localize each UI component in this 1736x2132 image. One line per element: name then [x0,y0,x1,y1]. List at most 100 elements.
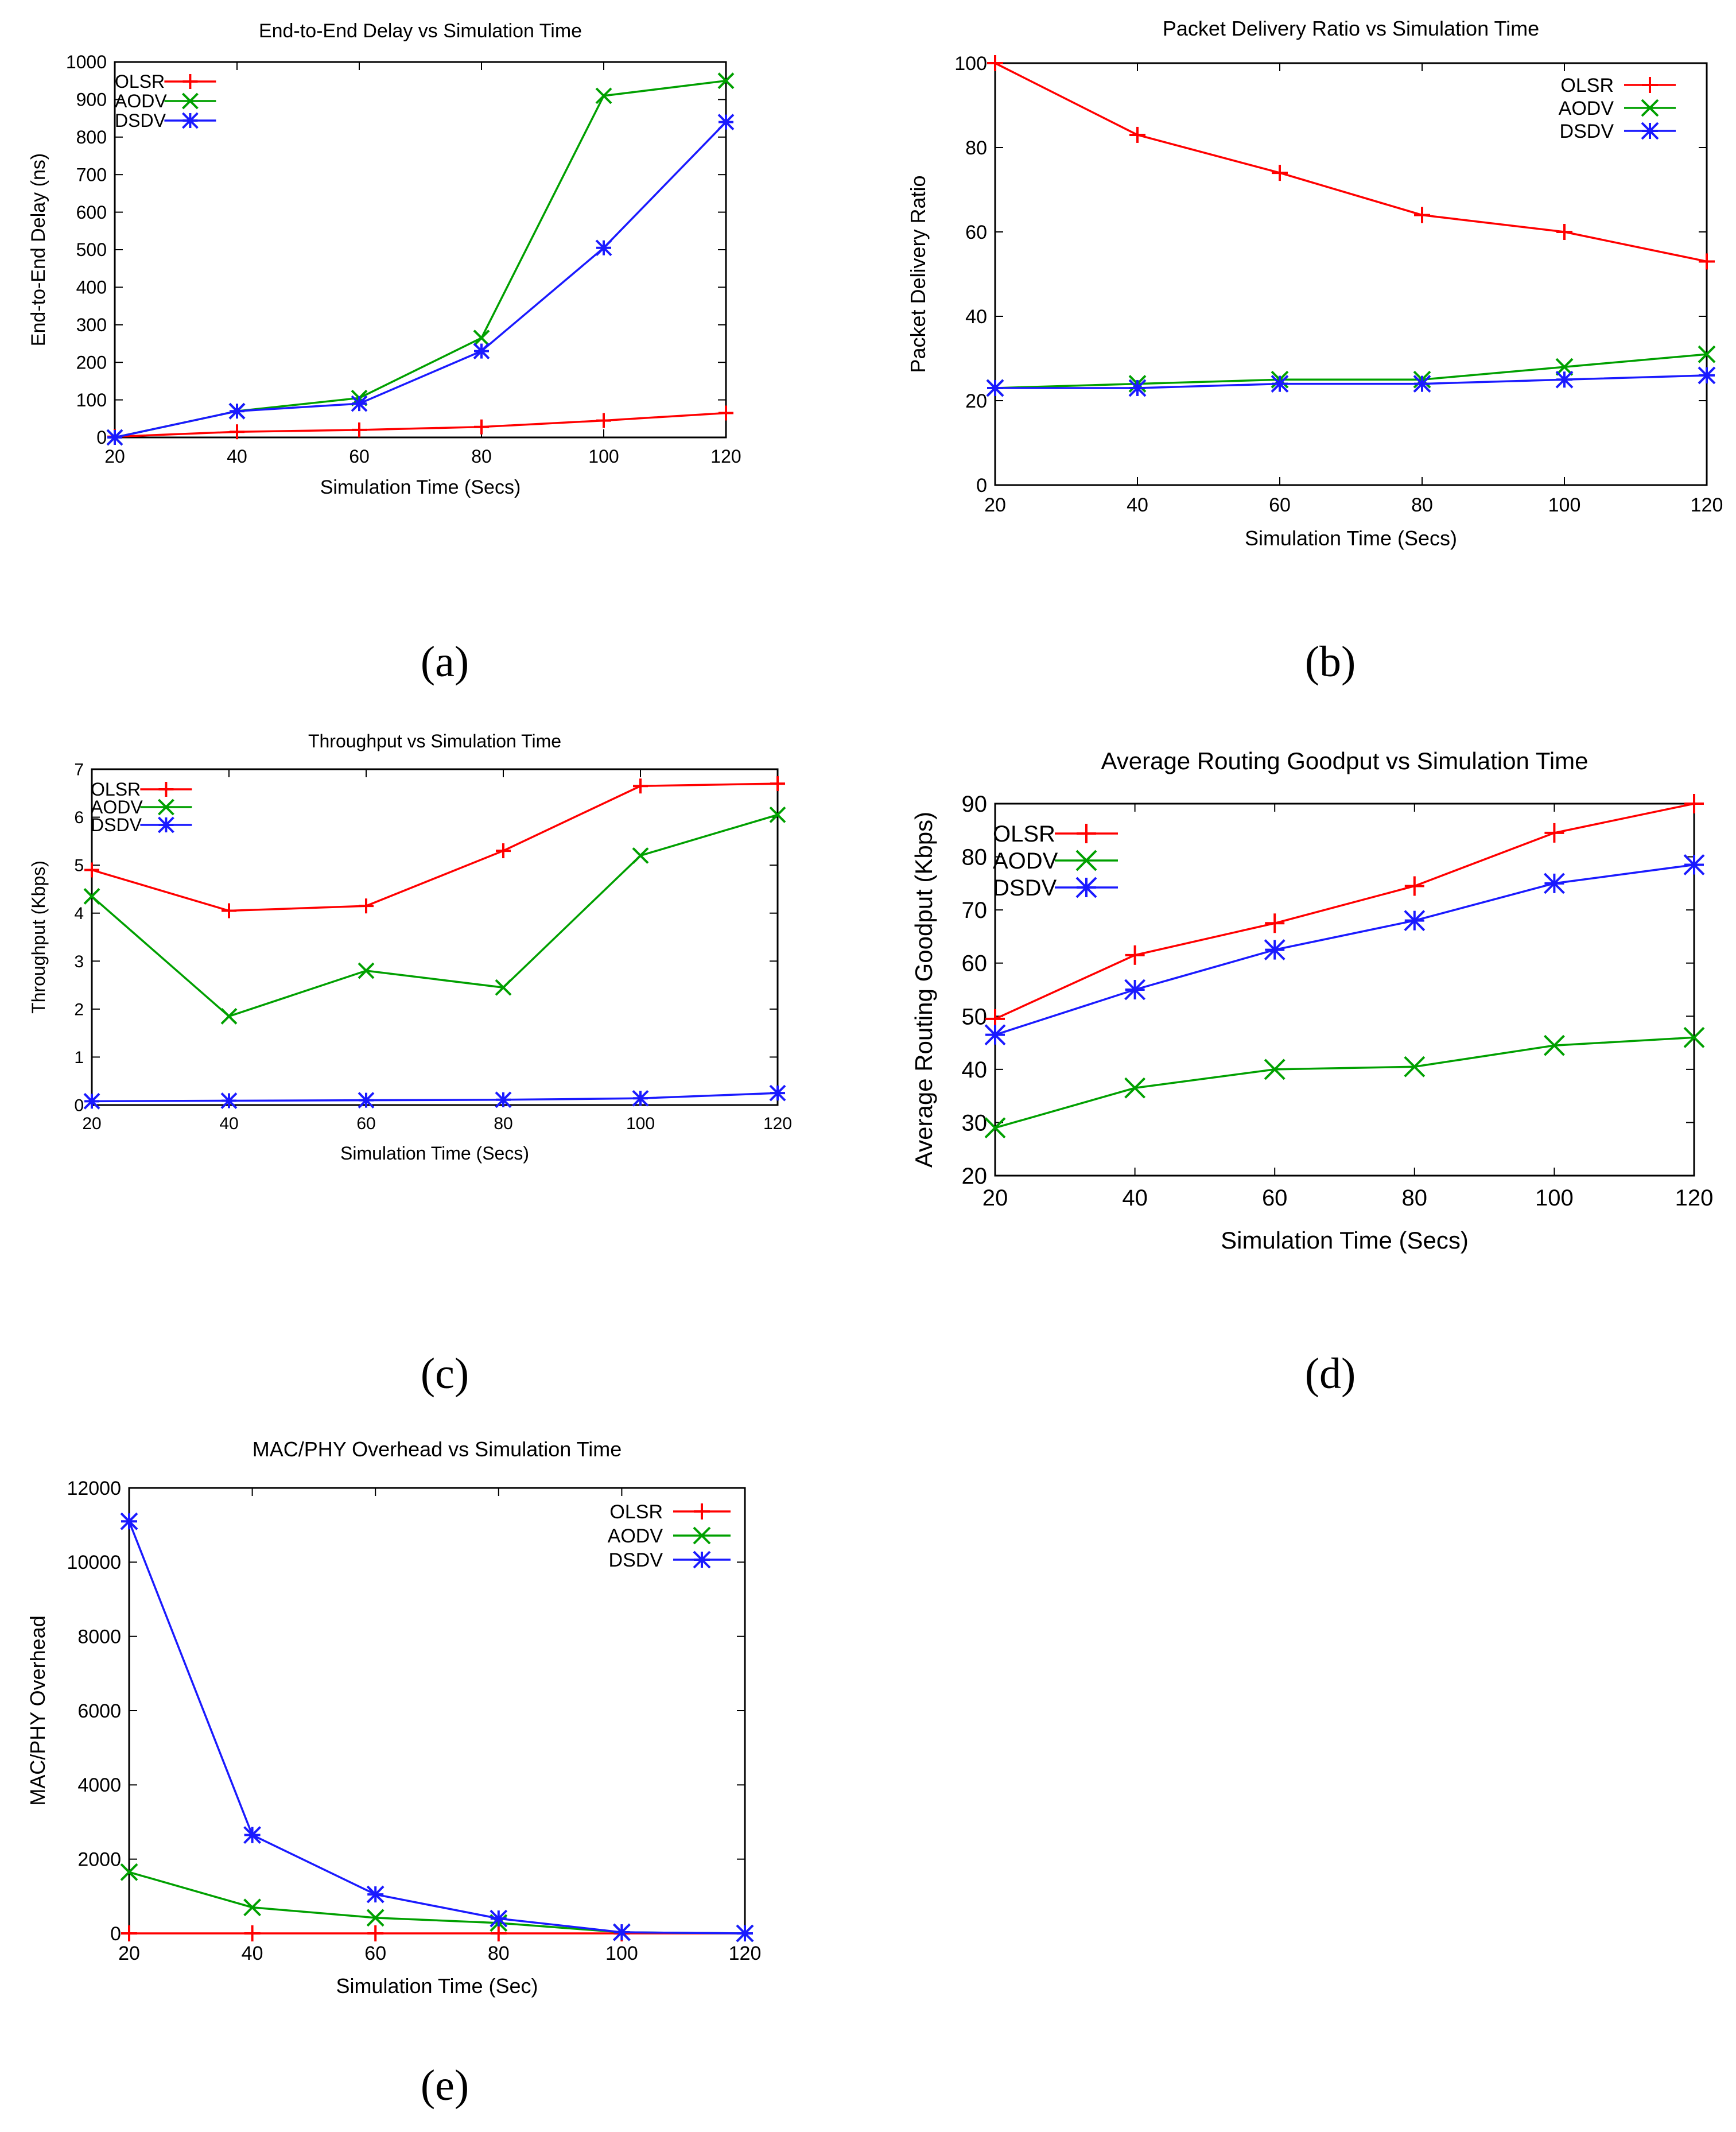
chart-e-dsdv-point [120,1512,138,1530]
chart-b-olsr-point [1556,224,1572,240]
chart-e-dsdv-point [243,1826,262,1844]
chart-d-xtick-label: 100 [1535,1185,1574,1211]
chart-e-dsdv-point-stroke [366,1885,385,1904]
chart-d-ytick-label: 60 [962,951,988,976]
chart-b-legend-marker-dsdv [1641,122,1659,140]
chart-a-legend-marker-dsdv [181,112,199,129]
chart-c-xtick-label: 120 [763,1114,792,1133]
chart-c-legend-marker-dsdv [157,816,174,834]
chart-c-plot-frame [91,768,779,1106]
chart-c-aodv-point [83,888,100,905]
chart-b-dsdv-point-stroke [1271,375,1289,393]
chart-d-legend-marker-aodv [1075,850,1097,871]
chart-e-olsr-point [367,1925,384,1941]
chart-d-xtick-label: 40 [1122,1185,1148,1211]
chart-e-svg: MAC/PHY Overhead vs Simulation Time 20 40 6… [26,1437,761,1998]
chart-c-dsdv-point [358,1092,375,1109]
chart-e-series-aodv-line [129,1871,745,1935]
chart-d-ytick-label: 90 [962,792,988,817]
chart-a-legend-marker-aodv-stroke [181,92,199,110]
chart-d-olsr-point [1684,794,1704,813]
chart-d-aodv-point-stroke [984,1117,1006,1139]
chart-d-aodv-point-stroke [1683,1026,1705,1048]
chart-a-dsdv-point-stroke [106,429,123,446]
chart-a-xtick-label: 120 [710,446,741,467]
chart-a-plot-frame [114,61,727,439]
chart-c-legend-marker-olsr [158,782,174,797]
chart-d-dsdv-point [1404,910,1426,932]
chart-c-legend-marker-aodv-stroke [157,798,174,816]
chart-c-dsdv-point [83,1092,100,1110]
chart-a-ytick-label: 900 [76,90,107,110]
chart-b-series-dsdv-line [995,374,1707,389]
chart-c-ytick-label: 6 [74,808,84,827]
chart-b-dsdv-point [986,379,1004,397]
caption-e: (e) [420,2061,469,2110]
chart-e-aodv-point [120,1863,138,1881]
chart-b-series-olsr-line [995,62,1707,263]
chart-b-svg: Packet Delivery Ratio vs Simulation Time… [906,17,1723,550]
chart-a-dsdv-point [351,395,368,412]
chart-a-ytick-label: 300 [76,315,107,335]
chart-e-dsdv-point [612,1923,631,1941]
chart-d-legend-marker-aodv-stroke [1075,850,1097,871]
chart-b-series-aodv-line [995,353,1707,389]
chart-b-xtick-label: 60 [1269,494,1291,516]
chart-d-series-olsr-line [995,803,1695,1020]
chart-a-olsr-point [474,419,489,435]
chart-b-aodv-point-stroke [1698,345,1716,363]
chart-a-legend-marker-aodv [181,92,199,110]
chart-e-xtick-label: 100 [605,1943,638,1964]
chart-e-xtick-label: 20 [118,1943,140,1964]
chart-c-dsdv-point-stroke [769,1084,786,1102]
chart-panel-d: Average Routing Goodput vs Simulation Ti… [868,712,1736,1286]
chart-a-series-aodv-line [114,79,727,439]
chart-c-ytick-label: 1 [74,1048,84,1067]
chart-e-olsr-point [490,1925,507,1941]
chart-c-ytick-label: 7 [74,761,84,780]
chart-c-dsdv-point-stroke [495,1091,512,1108]
chart-b-olsr-point [1272,165,1288,181]
chart-e-title: MAC/PHY Overhead vs Simulation Time [253,1437,622,1461]
chart-d-dsdv-point [1543,873,1565,894]
chart-b-dsdv-point-stroke [1128,379,1147,397]
chart-d-ytick-label: 70 [962,898,988,923]
chart-c-aodv-point [632,847,649,864]
chart-a-olsr-point [719,405,733,421]
chart-b-ytick-label: 60 [965,222,987,243]
chart-b-dsdv-point [1128,379,1147,397]
chart-d-svg: Average Routing Goodput vs Simulation Ti… [910,747,1714,1254]
chart-e-legend-label-aodv: AODV [608,1525,663,1547]
chart-d-xlabel: Simulation Time (Secs) [1221,1227,1469,1254]
chart-b-xtick-label: 100 [1548,494,1581,516]
chart-e-ytick-label: 6000 [77,1700,121,1722]
caption-b: (b) [1304,638,1356,686]
chart-b-aodv-point [1698,345,1716,363]
chart-b-dsdv-point-stroke [1413,375,1431,393]
chart-a-legend-label-aodv: AODV [115,91,167,111]
chart-d-dsdv-point-stroke [984,1024,1006,1046]
chart-c-dsdv-point [220,1092,238,1109]
chart-e-legend-marker-aodv-stroke [693,1526,711,1545]
chart-d-xtick-label: 80 [1402,1185,1428,1211]
chart-a-aodv-point-stroke [717,72,735,90]
chart-a-dsdv-point-stroke [351,395,368,412]
chart-d-series-aodv-line [995,1036,1695,1129]
chart-e-aodv-point [243,1898,262,1917]
chart-a-legend-label-dsdv: DSDV [115,110,166,131]
chart-e-dsdv-point-stroke [490,1909,508,1928]
chart-d-xtick-label: 120 [1675,1185,1714,1211]
chart-e-dsdv-point-stroke [612,1923,631,1941]
chart-b-dsdv-point-stroke [1555,370,1574,389]
chart-a-aodv-point-stroke [595,87,612,104]
chart-d-olsr-point [1265,913,1285,933]
chart-c-ytick-label: 2 [74,1000,84,1019]
chart-c-ylabel: Throughput (Kbps) [28,860,49,1014]
chart-b-legend-marker-dsdv-stroke [1641,122,1659,140]
chart-d-dsdv-point-stroke [1264,939,1286,960]
chart-c-aodv-point-stroke [632,847,649,864]
chart-e-olsr-point [121,1925,137,1941]
chart-b-xtick-label: 40 [1127,494,1148,516]
chart-d-aodv-point [1683,1026,1705,1048]
chart-c-aodv-point [220,1007,238,1025]
